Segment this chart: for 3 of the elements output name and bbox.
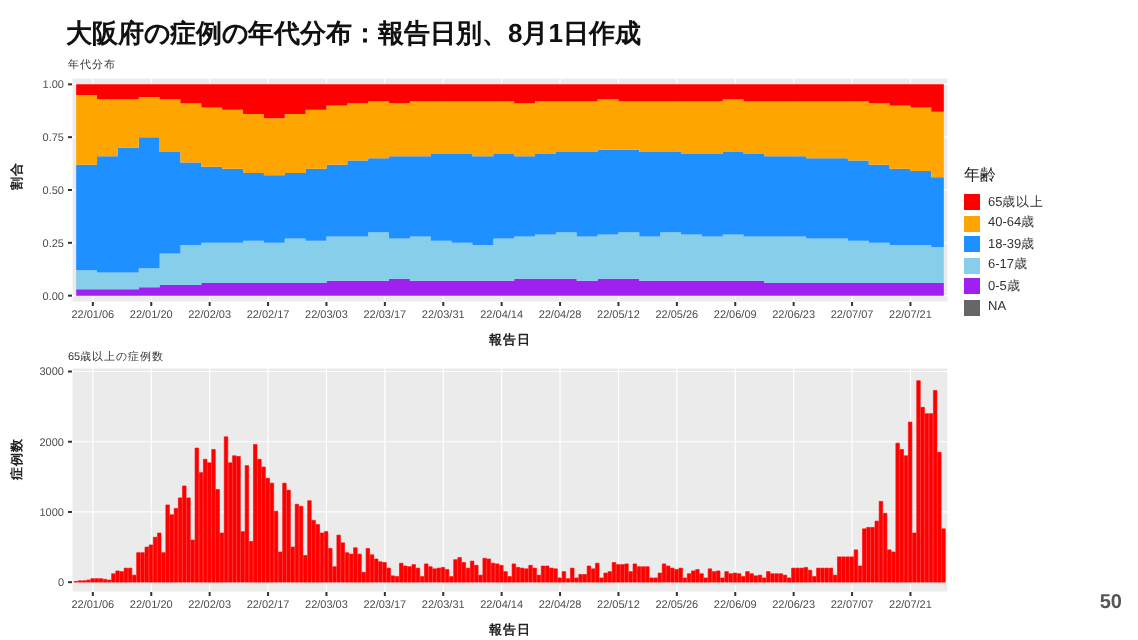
text: 50 [1099, 592, 1122, 614]
chart-title: 大阪府の症例の年代分布：報告日別、8月1日作成 [66, 16, 641, 52]
legend-title: 年齢 [964, 164, 998, 186]
